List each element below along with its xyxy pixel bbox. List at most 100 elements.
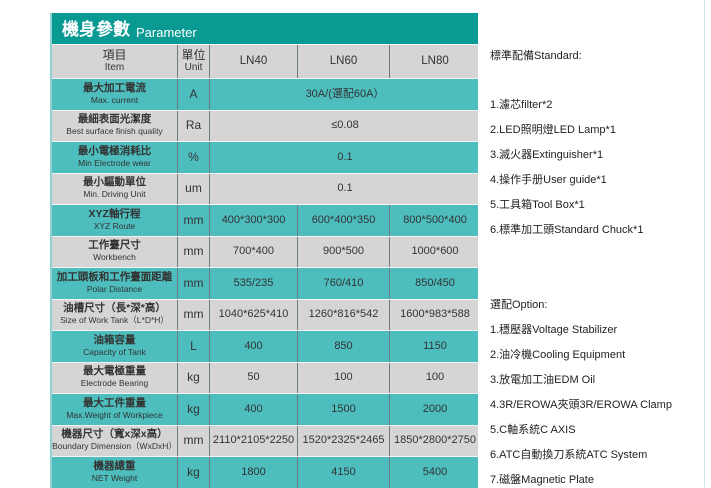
header-model: LN60 bbox=[298, 45, 390, 78]
item-zh: 油箱容量 bbox=[93, 333, 136, 346]
item-en: Size of Work Tank（L*D*H） bbox=[60, 315, 169, 326]
item-zh: XYZ軸行程 bbox=[88, 207, 141, 220]
value-cell: 2110*2105*2250 bbox=[210, 425, 298, 456]
unit-cell: kg bbox=[178, 362, 210, 393]
standard-heading: 標準配備Standard: bbox=[490, 50, 582, 62]
value-cell: 5400 bbox=[422, 465, 448, 478]
unit-cell: mm bbox=[178, 299, 210, 330]
option-item: 7.磁盤Magnetic Plate bbox=[490, 474, 594, 486]
table-row: 最細表面光潔度 Best surface finish quality Ra ≤0.… bbox=[52, 109, 478, 141]
item-cell: 加工頭板和工作臺面距離 Polar Distance bbox=[52, 268, 178, 299]
item-en: Boundary Dimension（WxDxH） bbox=[52, 441, 177, 452]
item-zh: 工作臺尺寸 bbox=[88, 239, 141, 252]
item-cell: 最大電極重量 Electrode Bearing bbox=[52, 362, 178, 393]
title-zh: 機身參數 bbox=[62, 20, 130, 39]
value-cell: 1800 bbox=[210, 457, 298, 488]
value-cell: 850 bbox=[298, 331, 390, 362]
item-en: NET Weight bbox=[91, 472, 138, 483]
item-cell: 工作臺尺寸 Workbench bbox=[52, 236, 178, 267]
value-cell: 600*400*350 bbox=[298, 205, 390, 236]
item-en: XYZ Route bbox=[93, 220, 136, 231]
item-zh: 機器總重 bbox=[93, 459, 136, 472]
item-cell: 油槽尺寸（長*深*高） Size of Work Tank（L*D*H） bbox=[52, 299, 178, 330]
value-cell: 800*500*400 bbox=[403, 213, 467, 226]
item-zh: 最細表面光潔度 bbox=[77, 113, 152, 126]
item-cell: 最小電極消耗比 Min Electrode wear bbox=[52, 142, 178, 173]
value-cell: 0.1 bbox=[337, 150, 353, 163]
standard-item: 1.濾芯filter*2 bbox=[490, 99, 553, 111]
table-row: 工作臺尺寸 Workbench mm 700*400 900*500 1000*600 bbox=[52, 235, 478, 267]
header-unit: 單位 Unit bbox=[178, 45, 210, 78]
item-zh: 最小電極消耗比 bbox=[77, 144, 152, 157]
unit-cell: kg bbox=[178, 457, 210, 488]
option-item: 3.放電加工油EDM Oil bbox=[490, 374, 596, 386]
item-en: Max. current bbox=[90, 94, 139, 105]
header-unit-zh: 單位 bbox=[181, 48, 206, 62]
item-en: Best surface finish quality bbox=[66, 126, 163, 137]
value-cell: 1850*2800*2750 bbox=[394, 434, 476, 447]
item-en: Polar Distance bbox=[86, 283, 143, 294]
value-cell: 1040*625*410 bbox=[210, 299, 298, 330]
option-item: 6.ATC自動換刀系統ATC System bbox=[490, 449, 648, 461]
value-cell: 900*500 bbox=[298, 236, 390, 267]
header-model: LN40 bbox=[210, 45, 298, 78]
value-cell: ≤0.08 bbox=[331, 119, 359, 132]
unit-cell: mm bbox=[178, 205, 210, 236]
table-row: 最大電極重量 Electrode Bearing kg 50 100 100 bbox=[52, 361, 478, 393]
table-row: 油槽尺寸（長*深*高） Size of Work Tank（L*D*H） mm 10… bbox=[52, 298, 478, 330]
option-item: 4.3R/EROWA夾頭3R/EROWA Clamp bbox=[490, 399, 672, 411]
header-item-zh: 項目 bbox=[102, 48, 127, 62]
unit-cell: A bbox=[178, 79, 210, 110]
item-zh: 機器尺寸（寬x深x高） bbox=[61, 428, 168, 441]
value-cell: 1260*816*542 bbox=[298, 299, 390, 330]
item-cell: 最小驅動單位 Min. Driving Unit bbox=[52, 173, 178, 204]
item-en: Max.Weight of Workpiece bbox=[66, 409, 163, 420]
unit-cell: mm bbox=[178, 425, 210, 456]
item-zh: 加工頭板和工作臺面距離 bbox=[56, 270, 173, 283]
title-en: Parameter bbox=[136, 25, 197, 40]
value-cell: 1150 bbox=[423, 339, 447, 352]
header-item-en: Item bbox=[104, 62, 125, 73]
item-zh: 最大電極重量 bbox=[83, 365, 146, 378]
item-en: Workbench bbox=[93, 252, 136, 263]
value-cell: 760/410 bbox=[298, 268, 390, 299]
value-cell: 0.1 bbox=[337, 182, 353, 195]
standard-item: 6.標準加工頭Standard Chuck*1 bbox=[490, 224, 644, 236]
value-cell: 30A/(選配60A） bbox=[305, 87, 385, 100]
option-item: 2.油冷機Cooling Equipment bbox=[490, 349, 626, 361]
item-zh: 油槽尺寸（長*深*高） bbox=[63, 302, 166, 315]
option-item: 5.C軸系統C AXIS bbox=[490, 424, 576, 436]
item-en: Min. Driving Unit bbox=[83, 189, 146, 200]
standard-item: 3.滅火器Extinguisher*1 bbox=[490, 149, 604, 161]
table-row: 最大加工電流 Max. current A 30A/(選配60A） bbox=[52, 78, 478, 110]
standard-item: 2.LED照明燈LED Lamp*1 bbox=[490, 124, 616, 136]
item-cell: 油箱容量 Capacity of Tank bbox=[52, 331, 178, 362]
item-cell: 最細表面光潔度 Best surface finish quality bbox=[52, 110, 178, 141]
table-row: 最小電極消耗比 Min Electrode wear % 0.1 bbox=[52, 141, 478, 173]
header-unit-en: Unit bbox=[184, 62, 203, 73]
item-en: Capacity of Tank bbox=[83, 346, 146, 357]
parameter-table: 機身參數 Parameter 項目 Item 單位 Unit LN40 LN60 L… bbox=[50, 13, 478, 488]
divider bbox=[704, 0, 705, 487]
item-zh: 最小驅動單位 bbox=[83, 176, 146, 189]
value-cell: 100 bbox=[425, 371, 445, 384]
standard-item: 5.工具箱Tool Box*1 bbox=[490, 199, 585, 211]
unit-cell: % bbox=[178, 142, 210, 173]
value-cell: 4150 bbox=[298, 457, 390, 488]
unit-cell: mm bbox=[178, 268, 210, 299]
item-en: Electrode Bearing bbox=[80, 378, 149, 389]
option-heading: 選配Option: bbox=[490, 299, 548, 311]
value-cell: 700*400 bbox=[210, 236, 298, 267]
item-zh: 最大工件重量 bbox=[83, 396, 146, 409]
value-cell: 400 bbox=[210, 331, 298, 362]
table-row: 機器尺寸（寬x深x高） Boundary Dimension（WxDxH） mm 2… bbox=[52, 424, 478, 456]
header-item: 項目 Item bbox=[52, 45, 178, 78]
value-cell: 2000 bbox=[422, 402, 448, 415]
value-cell: 1520*2325*2465 bbox=[298, 425, 390, 456]
unit-cell: um bbox=[178, 173, 210, 204]
table-row: XYZ軸行程 XYZ Route mm 400*300*300 600*400*350… bbox=[52, 204, 478, 236]
header-model: LN80 bbox=[421, 55, 449, 67]
value-cell: 1500 bbox=[298, 394, 390, 425]
unit-cell: mm bbox=[178, 236, 210, 267]
table-row: 機器總重 NET Weight kg 1800 4150 5400 bbox=[52, 456, 478, 488]
